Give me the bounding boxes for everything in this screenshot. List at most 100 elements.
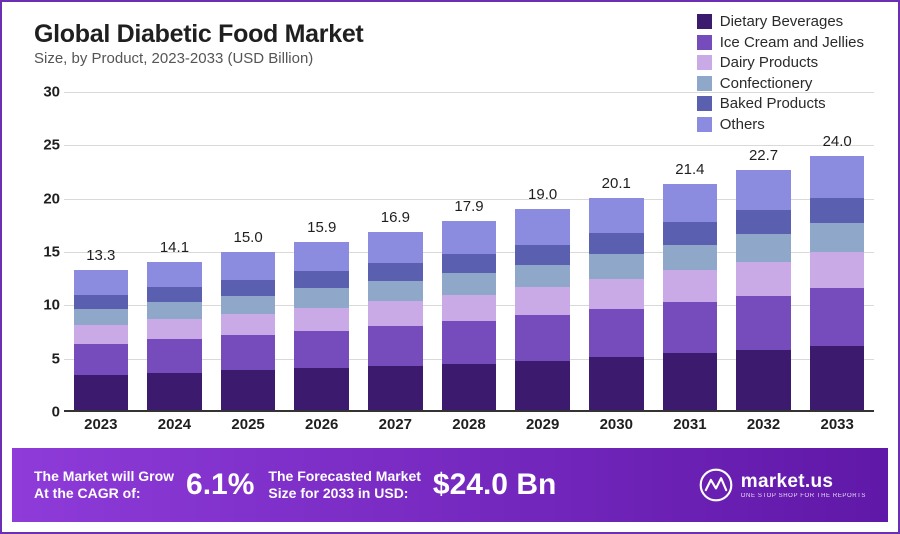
x-axis-label: 2032 <box>727 416 801 433</box>
footer-cagr-label-line1: The Market will Grow <box>34 468 174 484</box>
bar-group: 22.7 <box>736 170 790 412</box>
bar-group: 21.4 <box>663 184 717 412</box>
footer-forecast-label: The Forecasted Market Size for 2033 in U… <box>268 468 421 503</box>
bar-segment <box>221 314 275 335</box>
bar-group: 16.9 <box>368 232 422 412</box>
bar-segment <box>221 335 275 370</box>
x-axis-label: 2027 <box>359 416 433 433</box>
legend-label: Dairy Products <box>720 53 818 73</box>
footer-forecast-label-line1: The Forecasted Market <box>268 468 421 484</box>
x-axis-label: 2026 <box>285 416 359 433</box>
bar-segment <box>589 309 643 357</box>
bar-segment <box>736 262 790 296</box>
bar-segment <box>663 245 717 271</box>
bar-segment <box>368 281 422 301</box>
chart-header: Global Diabetic Food Market Size, by Pro… <box>34 20 363 67</box>
x-axis-label: 2025 <box>211 416 285 433</box>
x-axis-label: 2023 <box>64 416 138 433</box>
bar-segment <box>147 339 201 372</box>
bar-group: 17.9 <box>442 221 496 412</box>
y-axis-tick: 20 <box>30 190 60 207</box>
chart-frame: Global Diabetic Food Market Size, by Pro… <box>0 0 900 534</box>
bar-group: 15.9 <box>294 242 348 412</box>
bar-total-label: 14.1 <box>147 239 201 256</box>
brand-logo-icon <box>699 468 733 502</box>
legend-label: Ice Cream and Jellies <box>720 33 864 53</box>
bar-segment <box>74 295 128 309</box>
bar-group: 15.0 <box>221 252 275 412</box>
bar-segment <box>515 361 569 412</box>
footer-cagr-label: The Market will Grow At the CAGR of: <box>34 468 174 503</box>
legend-swatch <box>697 35 712 50</box>
bar-segment <box>515 265 569 287</box>
bar-segment <box>147 373 201 412</box>
footer-brand-tagline: ONE STOP SHOP FOR THE REPORTS <box>741 493 866 499</box>
bar-segment <box>736 296 790 350</box>
bar-group: 20.1 <box>589 198 643 412</box>
bar-total-label: 15.9 <box>294 219 348 236</box>
bar-group: 19.0 <box>515 209 569 412</box>
bar-segment <box>221 280 275 296</box>
bar-segment <box>810 252 864 288</box>
footer-cagr-block: The Market will Grow At the CAGR of: 6.1… <box>34 468 254 503</box>
bar-segment <box>589 279 643 309</box>
bar-segment <box>294 308 348 331</box>
bar-segment <box>442 321 496 364</box>
bar-total-label: 21.4 <box>663 161 717 178</box>
y-axis-tick: 15 <box>30 244 60 261</box>
bar-total-label: 19.0 <box>515 186 569 203</box>
bar-segment <box>515 209 569 244</box>
footer-brand-text: market.us ONE STOP SHOP FOR THE REPORTS <box>741 471 866 499</box>
bar-segment <box>368 232 422 263</box>
bar-segment <box>147 302 201 319</box>
bar-segment <box>368 301 422 326</box>
chart-title: Global Diabetic Food Market <box>34 20 363 49</box>
bar-segment <box>515 287 569 315</box>
bar-segment <box>663 222 717 244</box>
legend-item: Dietary Beverages <box>697 12 864 32</box>
bar-segment <box>74 344 128 375</box>
bar-total-label: 17.9 <box>442 198 496 215</box>
bars-container: 13.3 14.1 15.0 15.9 16.9 17.9 19.0 20.1 21.4 22.7… <box>64 92 874 412</box>
x-axis-baseline <box>64 410 874 412</box>
y-axis-tick: 5 <box>30 350 60 367</box>
y-axis-tick: 0 <box>30 404 60 421</box>
bar-segment <box>442 364 496 412</box>
bar-segment <box>736 350 790 412</box>
x-axis-label: 2028 <box>432 416 506 433</box>
bar-segment <box>368 366 422 412</box>
y-axis-tick: 10 <box>30 297 60 314</box>
footer-forecast-label-line2: Size for 2033 in USD: <box>268 485 408 501</box>
bar-segment <box>294 288 348 307</box>
bar-segment <box>147 319 201 339</box>
legend-swatch <box>697 55 712 70</box>
bar-segment <box>368 263 422 281</box>
bar-segment <box>74 270 128 295</box>
bar-segment <box>663 302 717 353</box>
bar-segment <box>147 287 201 302</box>
bar-segment <box>736 210 790 233</box>
y-axis-tick: 30 <box>30 84 60 101</box>
y-axis-tick: 25 <box>30 137 60 154</box>
bar-segment <box>221 370 275 412</box>
bar-segment <box>221 296 275 314</box>
bar-segment <box>515 245 569 265</box>
chart-subtitle: Size, by Product, 2023-2033 (USD Billion… <box>34 50 363 67</box>
bar-segment <box>74 375 128 412</box>
x-axis-label: 2033 <box>800 416 874 433</box>
bar-total-label: 13.3 <box>74 247 128 264</box>
bar-segment <box>442 254 496 273</box>
bar-segment <box>663 353 717 412</box>
bar-segment <box>810 288 864 346</box>
bar-group: 13.3 <box>74 270 128 412</box>
bar-segment <box>74 325 128 344</box>
legend-label: Dietary Beverages <box>720 12 843 32</box>
bar-segment <box>589 233 643 254</box>
bar-segment <box>368 326 422 367</box>
bar-total-label: 24.0 <box>810 133 864 150</box>
bar-segment <box>442 273 496 294</box>
footer-forecast-block: The Forecasted Market Size for 2033 in U… <box>268 468 556 503</box>
bar-segment <box>663 270 717 302</box>
legend-swatch <box>697 14 712 29</box>
bar-segment <box>515 315 569 361</box>
